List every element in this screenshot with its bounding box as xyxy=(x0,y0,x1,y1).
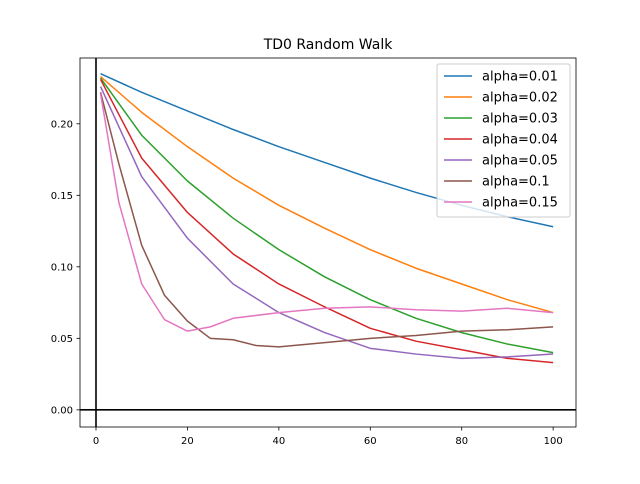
series-line-2 xyxy=(100,76,554,314)
legend-label-4: alpha=0.04 xyxy=(482,133,558,148)
y-tick-label: 0.05 xyxy=(51,334,73,345)
x-tick-label: 20 xyxy=(181,436,194,447)
legend: alpha=0.01 alpha=0.02 alpha=0.03 alpha=0.04… xyxy=(436,63,571,218)
x-tick-label: 80 xyxy=(455,436,468,447)
legend-label-1: alpha=0.01 xyxy=(482,70,558,85)
y-tick-label: 0.00 xyxy=(51,405,73,416)
plot-frame xyxy=(79,57,577,428)
chart-title: TD0 Random Walk xyxy=(263,37,394,53)
legend-box xyxy=(436,63,571,218)
legend-label-7: alpha=0.15 xyxy=(482,196,558,211)
legend-label-6: alpha=0.1 xyxy=(482,175,550,190)
x-tick-label: 100 xyxy=(544,436,563,447)
reference-lines xyxy=(80,58,576,427)
x-tick-label: 40 xyxy=(272,436,285,447)
legend-label-5: alpha=0.05 xyxy=(482,154,558,169)
series-line-7 xyxy=(99,93,554,332)
axes: 0 20 40 60 80 100 0.00 0.05 0.10 0.15 0.20 xyxy=(51,57,577,447)
x-tick-label: 60 xyxy=(364,436,377,447)
series-line-4 xyxy=(99,79,554,364)
series-line-3 xyxy=(99,77,554,354)
series-line-5 xyxy=(99,86,554,360)
series-line-6 xyxy=(99,92,554,348)
x-tick-label: 0 xyxy=(93,436,99,447)
legend-label-3: alpha=0.03 xyxy=(482,112,558,127)
y-tick-label: 0.10 xyxy=(51,262,73,273)
y-tick-label: 0.15 xyxy=(51,191,73,202)
plot-lines xyxy=(99,73,554,364)
legend-label-2: alpha=0.02 xyxy=(482,91,558,106)
y-tick-label: 0.20 xyxy=(51,119,73,130)
